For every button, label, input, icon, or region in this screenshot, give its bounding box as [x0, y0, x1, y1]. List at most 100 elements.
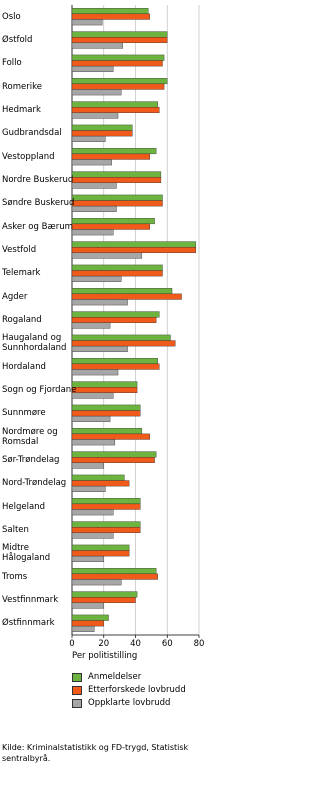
y-tick-label: Søndre Buskerud: [2, 198, 75, 209]
bar: [71, 457, 155, 464]
bar: [71, 37, 168, 44]
x-tick-label: 0: [69, 639, 74, 649]
bar: [71, 579, 122, 586]
bar: [71, 474, 125, 481]
bar: [71, 13, 150, 20]
bar: [71, 614, 109, 621]
bar: [71, 521, 141, 528]
legend-label: Etterforskede lovbrudd: [88, 685, 186, 695]
y-tick-label: Gudbrandsdal: [2, 128, 62, 139]
x-tick-label: 60: [162, 639, 173, 649]
bar: [71, 171, 162, 178]
bar: [71, 106, 160, 113]
bar: [71, 205, 117, 212]
bar: [71, 148, 157, 155]
y-tick-label: Vestfold: [2, 245, 37, 255]
bar: [71, 387, 138, 394]
bar: [71, 65, 114, 72]
bar: [71, 275, 122, 282]
legend-swatch: [72, 686, 82, 695]
bar: [71, 218, 155, 225]
legend-swatch: [72, 673, 82, 682]
y-tick-label: Nordmøre og Romsdal: [2, 426, 58, 447]
bar: [71, 293, 182, 300]
y-tick-label: Oslo: [2, 11, 21, 22]
bar: [71, 60, 163, 67]
bar: [71, 591, 138, 598]
y-tick-label: Haugaland og Sunnhordaland: [2, 333, 67, 354]
y-tick-label: Agder: [2, 291, 28, 302]
bar: [71, 415, 111, 422]
bar: [71, 241, 197, 248]
bar: [71, 369, 119, 376]
bar: [71, 223, 150, 230]
y-tick-label: Follo: [2, 58, 22, 69]
bar: [71, 485, 106, 492]
y-tick-label: Asker og Bærum: [2, 221, 73, 232]
bar: [71, 322, 111, 329]
plot: 0 20 40 60 80 Per politistilling: [69, 5, 204, 661]
bar: [71, 182, 117, 189]
bar: [71, 392, 114, 399]
y-tick-label: Vestoppland: [2, 151, 55, 162]
bar: [71, 381, 138, 388]
bar: [71, 317, 157, 324]
bar: [71, 555, 104, 562]
bar: [71, 130, 133, 137]
bar: [71, 602, 104, 609]
bar: [71, 176, 162, 183]
bar: [71, 509, 114, 516]
bar: [71, 544, 130, 551]
bar: [71, 83, 165, 90]
y-tick-label: Sør-Trøndelag: [2, 455, 60, 465]
bar: [71, 363, 160, 370]
bar: [71, 428, 143, 435]
bar: [71, 194, 163, 201]
bar: [71, 597, 136, 604]
bar: [71, 439, 116, 446]
y-tick-label: Hedmark: [2, 105, 41, 115]
bar: [71, 462, 104, 469]
bar: [71, 498, 141, 505]
bar: [71, 112, 119, 119]
bar: [71, 8, 149, 15]
bar: [71, 78, 168, 85]
chart: 0 20 40 60 80 Per politistilling Kilde: Krimi…: [2, 5, 204, 763]
bar: [71, 410, 141, 417]
bar: [71, 532, 114, 539]
bar: [71, 620, 104, 627]
x-tick-label: 20: [98, 639, 109, 649]
y-tick-label: Midtre Hålogaland: [2, 543, 51, 564]
bar: [71, 264, 163, 271]
bar: [71, 159, 112, 166]
bar: [71, 246, 197, 253]
bar: [71, 200, 163, 207]
bar: [71, 480, 130, 487]
bar: [71, 101, 158, 108]
y-tick-label: Helgeland: [2, 501, 45, 512]
legend-swatch: [72, 699, 82, 708]
bar: [71, 527, 141, 534]
bar: [71, 311, 160, 318]
bar: [71, 19, 103, 26]
bar: [71, 31, 168, 38]
bar: [71, 252, 143, 259]
bar: [71, 270, 163, 277]
bar: [71, 89, 122, 96]
bar: [71, 625, 95, 632]
bar: [71, 135, 106, 142]
y-tick-label: Telemark: [2, 268, 41, 279]
bar: [71, 550, 130, 557]
y-tick-label: Salten: [2, 525, 29, 535]
y-tick-label: Nord-Trøndelag: [2, 478, 67, 489]
bar: [71, 334, 171, 341]
y-tick-label: Hordaland: [2, 361, 46, 372]
y-tick-label: Rogaland: [2, 315, 42, 325]
bar: [71, 433, 150, 440]
bar: [71, 573, 158, 580]
bar: [71, 568, 157, 575]
legend-label: Oppklarte lovbrudd: [88, 698, 171, 708]
bar: [71, 358, 158, 365]
y-tick-label: Vestfinnmark: [2, 595, 59, 605]
bar: [71, 404, 141, 411]
